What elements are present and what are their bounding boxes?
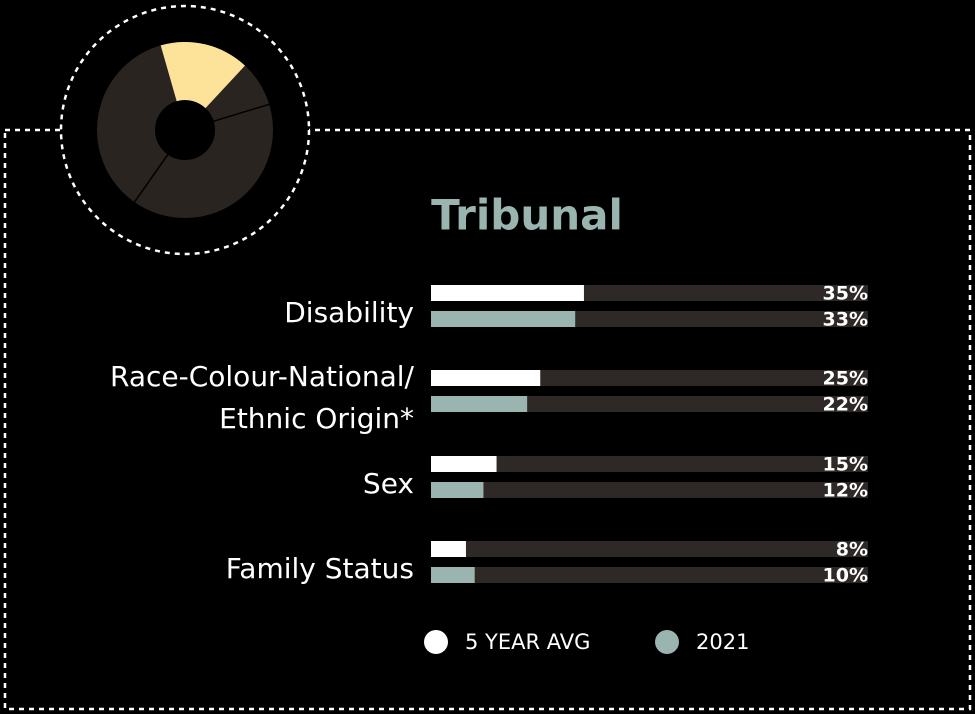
bar	[431, 285, 584, 301]
bar-track	[431, 567, 868, 583]
bar	[431, 370, 541, 386]
bar	[431, 456, 497, 472]
value-label: 25%	[823, 368, 868, 390]
bar	[431, 482, 484, 498]
value-label: 35%	[823, 283, 868, 305]
bar	[431, 541, 466, 557]
value-label: 10%	[823, 565, 868, 587]
bar-track	[431, 456, 868, 472]
category-label: Sex	[362, 467, 414, 500]
value-label: 8%	[836, 539, 868, 561]
bar-track	[431, 396, 868, 412]
category-label: Race-Colour-National/ Ethnic Origin*	[110, 360, 414, 435]
icon-divider	[213, 103, 270, 122]
legend-marker	[655, 630, 679, 654]
legend-label: 2021	[696, 630, 749, 654]
value-label: 22%	[823, 394, 868, 416]
value-label: 33%	[823, 309, 868, 331]
bar	[431, 311, 576, 327]
chart-title: Tribunal	[431, 191, 623, 240]
legend-marker	[424, 630, 448, 654]
bar	[431, 567, 475, 583]
legend-label: 5 YEAR AVG	[465, 630, 590, 654]
value-label: 15%	[823, 454, 868, 476]
frame	[3, 128, 972, 711]
value-label: 12%	[823, 480, 868, 502]
bar	[431, 396, 528, 412]
bar-track	[431, 482, 868, 498]
category-label: Family Status	[225, 552, 414, 585]
category-label: Disability	[284, 296, 414, 329]
icon-slice	[160, 41, 245, 109]
icon-divider	[133, 154, 169, 203]
bar-track	[431, 541, 868, 557]
